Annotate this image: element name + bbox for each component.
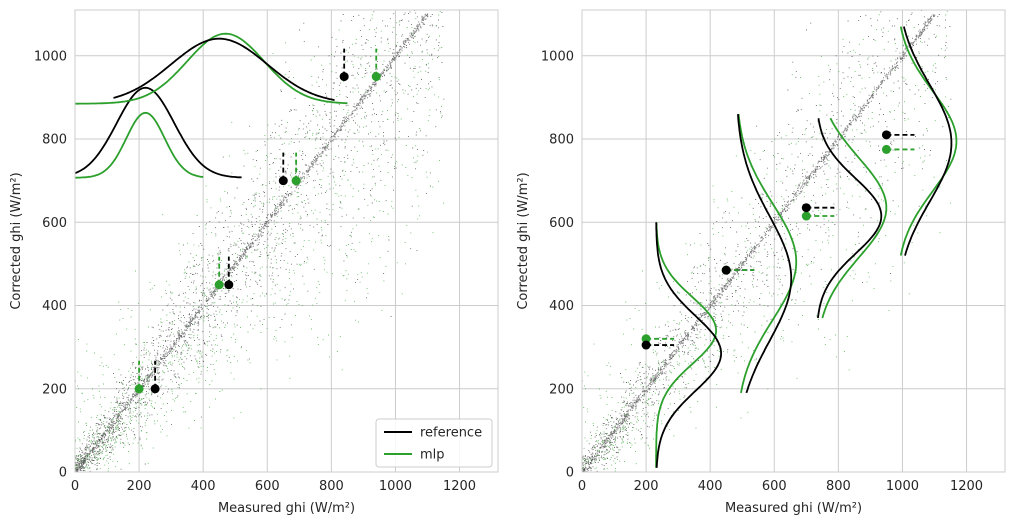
y-tick-label: 1000 xyxy=(34,49,67,64)
y-tick-label: 800 xyxy=(549,133,574,148)
distribution-curve-mlp xyxy=(655,222,718,468)
mean-point-reference xyxy=(150,384,160,394)
y-tick-label: 400 xyxy=(549,299,574,314)
mean-point-reference xyxy=(721,265,731,275)
distribution-curve-reference xyxy=(903,26,953,256)
grid xyxy=(581,10,1005,473)
plot-frame xyxy=(74,9,499,473)
y-tick-label: 0 xyxy=(566,466,574,481)
mean-point-mlp xyxy=(134,384,144,394)
y-axis-label: Corrected ghi (W/m²) xyxy=(9,172,24,309)
mean-point-reference xyxy=(881,130,891,140)
legend: reference mlp xyxy=(375,418,493,468)
distribution-curve-reference xyxy=(817,118,883,319)
x-tick-label: 600 xyxy=(762,479,787,494)
x-tick-label: 0 xyxy=(578,479,586,494)
y-axis-label: Corrected ghi (W/m²) xyxy=(516,172,531,309)
y-tick-label: 600 xyxy=(549,216,574,231)
scatter-cloud xyxy=(582,10,952,472)
distribution-curve-reference xyxy=(737,114,793,394)
mean-point-mlp xyxy=(801,211,811,221)
distribution-curve-mlp xyxy=(75,32,348,105)
x-tick-label: 600 xyxy=(255,479,280,494)
y-tick-label: 400 xyxy=(42,299,67,314)
distribution-curve-mlp xyxy=(737,114,798,394)
mean-markers xyxy=(641,130,891,350)
x-tick-label: 1000 xyxy=(379,479,412,494)
grid xyxy=(74,10,498,473)
identity-diagonal xyxy=(75,13,429,472)
x-tick-label: 400 xyxy=(191,479,216,494)
scatter-cloud xyxy=(75,10,445,472)
distributions xyxy=(74,32,378,389)
tick-labels: 0 200 400 600 800 1000 1200 0 200 400 600 800 1000 xyxy=(541,49,983,494)
distribution-curve-mlp xyxy=(75,111,204,179)
mean-point-reference xyxy=(224,280,234,290)
legend-label-mlp: mlp xyxy=(420,448,445,463)
x-tick-label: 800 xyxy=(319,479,344,494)
y-tick-label: 600 xyxy=(42,216,67,231)
y-tick-label: 0 xyxy=(59,466,67,481)
distribution-curve-mlp xyxy=(821,117,888,319)
distributions xyxy=(646,26,958,468)
x-tick-label: 200 xyxy=(127,479,152,494)
y-tick-label: 200 xyxy=(549,382,574,397)
y-tick-label: 200 xyxy=(42,382,67,397)
mean-point-mlp xyxy=(291,176,301,186)
mean-point-mlp xyxy=(214,280,224,290)
x-tick-label: 1200 xyxy=(443,479,476,494)
x-tick-label: 200 xyxy=(634,479,659,494)
y-tick-label: 1000 xyxy=(541,49,574,64)
left-panel: 0 200 400 600 800 1000 1200 0 200 400 600 800 1000 Me… xyxy=(9,9,499,516)
tick-labels: 0 200 400 600 800 1000 1200 0 200 400 600 800 1000 xyxy=(34,49,476,494)
mean-markers xyxy=(134,72,381,394)
distribution-curve-mlp xyxy=(899,26,958,256)
x-tick-label: 1000 xyxy=(886,479,919,494)
mean-point-mlp xyxy=(371,72,381,82)
mean-point-mlp xyxy=(641,334,651,344)
mean-point-mlp xyxy=(881,144,891,154)
x-tick-label: 1200 xyxy=(950,479,983,494)
x-tick-label: 800 xyxy=(826,479,851,494)
y-tick-label: 800 xyxy=(42,133,67,148)
plot-frame xyxy=(581,9,1006,473)
mean-point-reference xyxy=(278,176,288,186)
distribution-curve-reference xyxy=(74,86,242,179)
identity-diagonal xyxy=(582,14,936,472)
mean-point-reference xyxy=(339,72,349,82)
x-axis-label: Measured ghi (W/m²) xyxy=(725,501,862,516)
x-axis-label: Measured ghi (W/m²) xyxy=(218,501,355,516)
x-tick-label: 0 xyxy=(71,479,79,494)
distribution-curve-reference xyxy=(655,222,723,468)
legend-label-reference: reference xyxy=(420,426,482,441)
mean-point-reference xyxy=(801,203,811,213)
distribution-curve-reference xyxy=(113,37,335,101)
x-tick-label: 400 xyxy=(698,479,723,494)
mean-point-reference xyxy=(641,340,651,350)
right-panel: 0 200 400 600 800 1000 1200 0 200 400 600 800 1000 Me… xyxy=(516,9,1006,516)
